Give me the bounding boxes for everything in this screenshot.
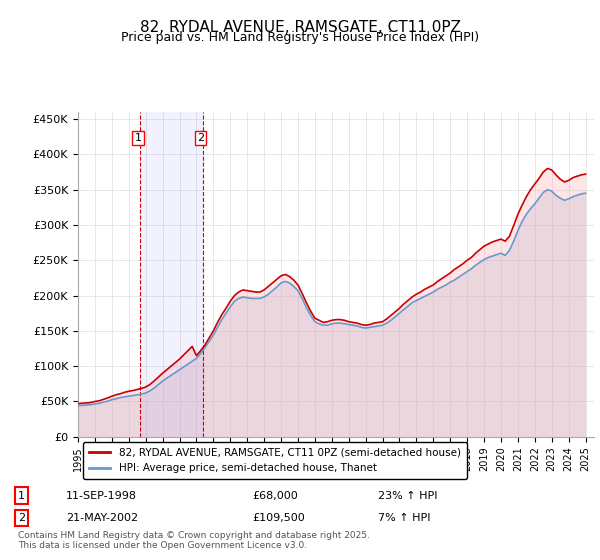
Text: 23% ↑ HPI: 23% ↑ HPI <box>378 491 437 501</box>
Text: 2: 2 <box>18 513 25 523</box>
Text: 1: 1 <box>134 133 142 143</box>
Text: £109,500: £109,500 <box>252 513 305 523</box>
Text: 2: 2 <box>197 133 204 143</box>
Text: Price paid vs. HM Land Registry's House Price Index (HPI): Price paid vs. HM Land Registry's House … <box>121 31 479 44</box>
Bar <box>140 112 203 437</box>
Text: 21-MAY-2002: 21-MAY-2002 <box>66 513 138 523</box>
Text: £68,000: £68,000 <box>252 491 298 501</box>
Text: 7% ↑ HPI: 7% ↑ HPI <box>378 513 431 523</box>
Text: 82, RYDAL AVENUE, RAMSGATE, CT11 0PZ: 82, RYDAL AVENUE, RAMSGATE, CT11 0PZ <box>139 20 461 35</box>
Text: 1: 1 <box>18 491 25 501</box>
Text: 11-SEP-1998: 11-SEP-1998 <box>66 491 137 501</box>
Legend: 82, RYDAL AVENUE, RAMSGATE, CT11 0PZ (semi-detached house), HPI: Average price, : 82, RYDAL AVENUE, RAMSGATE, CT11 0PZ (se… <box>83 442 467 479</box>
Text: Contains HM Land Registry data © Crown copyright and database right 2025.
This d: Contains HM Land Registry data © Crown c… <box>18 530 370 550</box>
